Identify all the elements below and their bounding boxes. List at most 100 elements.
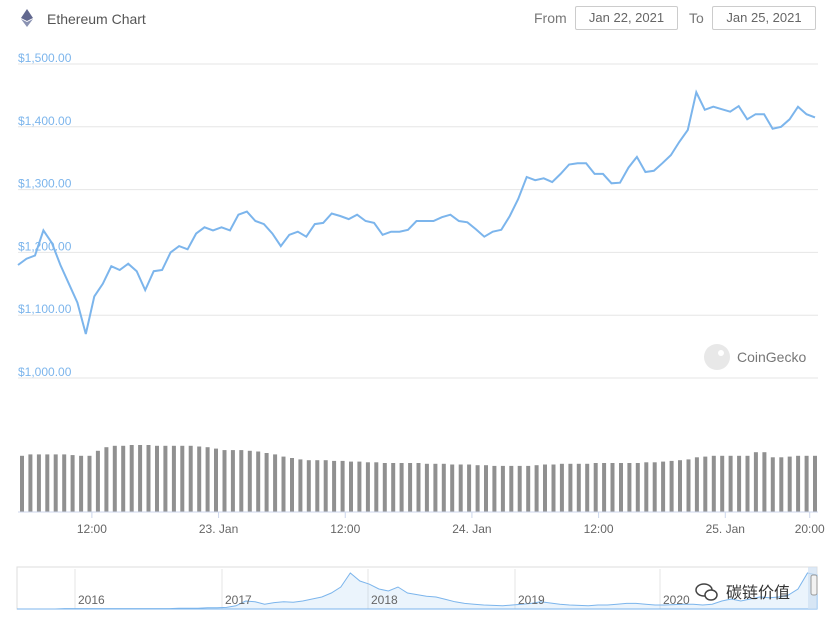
navigator[interactable]: 2016 2017 2018 2019 2020 xyxy=(16,566,818,610)
volume-bar[interactable] xyxy=(720,455,725,512)
price-line[interactable] xyxy=(17,89,816,335)
volume-bar[interactable] xyxy=(787,456,792,512)
volume-bar[interactable] xyxy=(306,460,311,512)
volume-bar[interactable] xyxy=(559,463,564,512)
volume-bar[interactable] xyxy=(365,462,370,512)
volume-bar[interactable] xyxy=(458,464,463,513)
volume-bar[interactable] xyxy=(619,463,623,512)
volume-bar[interactable] xyxy=(298,459,303,512)
volume-bar[interactable] xyxy=(281,456,286,512)
volume-bar[interactable] xyxy=(475,465,480,512)
volume-bar[interactable] xyxy=(500,465,505,512)
volume-bar[interactable] xyxy=(585,463,590,512)
volume-bar[interactable] xyxy=(129,445,134,512)
volume-bar[interactable] xyxy=(703,456,708,512)
volume-bar[interactable] xyxy=(20,455,24,512)
volume-bar[interactable] xyxy=(467,464,472,513)
volume-bar[interactable] xyxy=(95,450,100,512)
volume-bar[interactable] xyxy=(484,465,488,512)
volume-bar[interactable] xyxy=(635,463,640,512)
volume-bar[interactable] xyxy=(332,460,337,512)
volume-bar[interactable] xyxy=(534,465,539,512)
volume-bar[interactable] xyxy=(737,455,742,512)
volume-bar[interactable] xyxy=(433,463,438,512)
from-date-input[interactable]: Jan 22, 2021 xyxy=(575,6,678,30)
volume-bar[interactable] xyxy=(256,451,261,513)
volume-bars[interactable] xyxy=(20,445,817,512)
volume-bar[interactable] xyxy=(661,461,666,512)
volume-bar[interactable] xyxy=(728,455,733,512)
volume-bar[interactable] xyxy=(669,460,674,512)
volume-bar[interactable] xyxy=(323,460,328,512)
volume-bar[interactable] xyxy=(551,464,556,513)
volume-bar[interactable] xyxy=(374,462,379,512)
volume-bar[interactable] xyxy=(424,463,429,512)
volume-bar[interactable] xyxy=(273,454,278,512)
volume-bar[interactable] xyxy=(441,463,446,512)
volume-bar[interactable] xyxy=(509,465,514,512)
volume-bar[interactable] xyxy=(197,446,202,513)
volume-bar[interactable] xyxy=(399,463,404,512)
volume-bar[interactable] xyxy=(138,445,143,512)
volume-bar[interactable] xyxy=(79,455,84,512)
volume-bar[interactable] xyxy=(222,450,227,512)
volume-bar[interactable] xyxy=(62,454,67,512)
volume-bar[interactable] xyxy=(813,455,817,512)
volume-bar[interactable] xyxy=(652,462,657,512)
volume-bar[interactable] xyxy=(796,455,801,512)
volume-bar[interactable] xyxy=(602,463,607,512)
volume-bar[interactable] xyxy=(678,460,682,512)
volume-bar[interactable] xyxy=(408,463,413,512)
volume-bar[interactable] xyxy=(627,463,632,512)
volume-bar[interactable] xyxy=(28,454,33,512)
volume-bar[interactable] xyxy=(753,452,758,512)
volume-bar[interactable] xyxy=(517,465,522,512)
volume-bar[interactable] xyxy=(121,445,126,512)
volume-bar[interactable] xyxy=(230,450,235,512)
navigator-handle[interactable] xyxy=(810,574,818,596)
volume-bar[interactable] xyxy=(391,463,396,512)
to-date-input[interactable]: Jan 25, 2021 xyxy=(712,6,816,30)
volume-bar[interactable] xyxy=(745,455,750,512)
volume-bar[interactable] xyxy=(492,465,497,512)
volume-bar[interactable] xyxy=(416,463,421,512)
volume-bar[interactable] xyxy=(53,454,58,512)
volume-bar[interactable] xyxy=(610,463,615,512)
volume-bar[interactable] xyxy=(214,448,218,512)
volume-bar[interactable] xyxy=(163,445,168,512)
volume-bar[interactable] xyxy=(450,464,455,513)
volume-bar[interactable] xyxy=(180,445,185,512)
volume-bar[interactable] xyxy=(87,455,92,512)
volume-bar[interactable] xyxy=(711,455,716,512)
volume-bar[interactable] xyxy=(382,463,387,512)
volume-bar[interactable] xyxy=(804,455,809,512)
volume-bar[interactable] xyxy=(543,464,547,513)
volume-bar[interactable] xyxy=(694,457,699,512)
volume-bar[interactable] xyxy=(779,457,784,512)
volume-bar[interactable] xyxy=(146,445,151,512)
volume-bar[interactable] xyxy=(568,463,573,512)
volume-bar[interactable] xyxy=(70,455,75,512)
volume-bar[interactable] xyxy=(155,445,159,512)
volume-bar[interactable] xyxy=(340,460,345,512)
volume-bar[interactable] xyxy=(576,463,581,512)
volume-bar[interactable] xyxy=(104,447,109,512)
volume-bar[interactable] xyxy=(112,445,117,512)
volume-bar[interactable] xyxy=(770,457,775,512)
volume-bar[interactable] xyxy=(526,465,531,512)
volume-bar[interactable] xyxy=(188,445,193,512)
volume-bar[interactable] xyxy=(205,447,210,512)
volume-bar[interactable] xyxy=(686,459,691,512)
volume-bar[interactable] xyxy=(45,454,50,512)
volume-bar[interactable] xyxy=(239,450,244,512)
volume-bar[interactable] xyxy=(171,445,176,512)
volume-bar[interactable] xyxy=(264,453,269,512)
volume-bar[interactable] xyxy=(357,461,362,512)
volume-bar[interactable] xyxy=(247,450,252,512)
volume-bar[interactable] xyxy=(349,461,353,512)
volume-bar[interactable] xyxy=(290,458,294,512)
volume-bar[interactable] xyxy=(644,462,649,512)
volume-bar[interactable] xyxy=(315,460,320,512)
volume-bar[interactable] xyxy=(593,463,598,512)
volume-bar[interactable] xyxy=(762,452,767,512)
